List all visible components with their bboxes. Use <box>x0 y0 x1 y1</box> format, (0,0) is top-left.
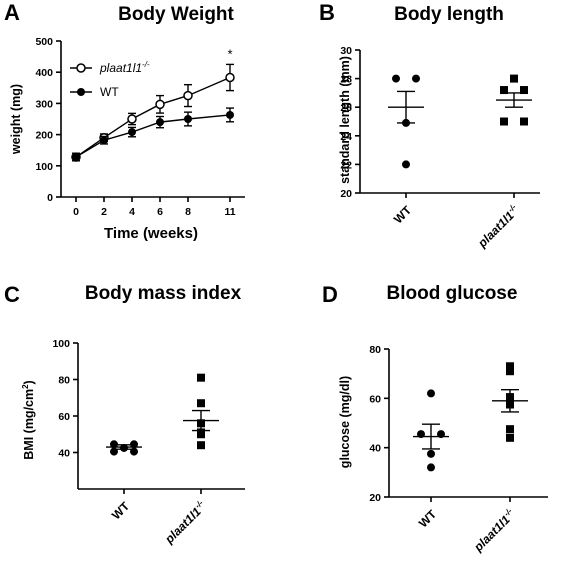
data-point-wt <box>110 447 118 456</box>
x-tick-label: 6 <box>157 206 163 218</box>
data-point-wt <box>412 74 420 83</box>
data-point-wt <box>437 430 445 439</box>
data-point-wt <box>226 110 234 119</box>
y-tick-label: 300 <box>35 98 53 110</box>
y-tick-label: 28 <box>340 74 352 86</box>
data-point-plaat1l1 <box>197 373 205 382</box>
data-point-plaat1l1 <box>127 114 137 124</box>
data-point-plaat1l1 <box>197 441 205 450</box>
legend-marker <box>76 63 86 73</box>
y-tick-label: 400 <box>35 67 53 79</box>
y-tick-label: 24 <box>340 131 352 143</box>
panel-b-letter: B <box>319 0 335 25</box>
y-tick-label: 80 <box>58 375 70 387</box>
data-point-wt <box>100 136 108 145</box>
chart-body-mass-index: 40 60 80 100 WT plaat1l1-/- BMI (mg/cm2) <box>21 338 245 547</box>
y-tick-label: 60 <box>369 393 381 405</box>
y-axis-label: glucose (mg/dl) <box>338 376 352 468</box>
data-point-plaat1l1 <box>506 393 514 402</box>
data-point-plaat1l1 <box>506 362 514 371</box>
data-point-wt <box>402 118 410 127</box>
panel-c-letter: C <box>4 282 20 307</box>
y-tick-label: 200 <box>35 130 53 142</box>
data-point-plaat1l1 <box>225 72 235 83</box>
panel-a-title: Body Weight <box>118 4 234 25</box>
legend-label: WT <box>100 85 119 99</box>
y-tick-label: 40 <box>369 443 381 455</box>
x-tick-label: 4 <box>129 206 135 218</box>
data-point-wt <box>184 115 192 123</box>
x-tick-label: 0 <box>73 206 79 218</box>
y-tick-label: 20 <box>340 188 352 200</box>
data-point-plaat1l1 <box>506 367 514 376</box>
x-category-label: plaat1l1-/- <box>474 202 523 251</box>
series-line <box>75 76 231 158</box>
data-point-wt <box>417 430 425 439</box>
chart-body-length: 20 22 24 26 28 30 WT plaat1l1-/- standard length… <box>338 45 540 251</box>
chart-blood-glucose: 20 40 60 80 WT plaat1l1-/- glucose (mg/dl) <box>338 344 548 555</box>
chart-body-weight: 0 100 200 300 400 500 0 2 4 6 8 11 Time (weeks) weigh… <box>9 36 245 242</box>
data-point-wt <box>128 128 136 137</box>
data-point-plaat1l1 <box>506 400 514 409</box>
data-point-wt <box>402 160 410 169</box>
data-point-wt <box>130 447 138 456</box>
panel-a-letter: A <box>4 0 20 25</box>
significance-asterisk: * <box>227 46 232 61</box>
x-category-label: plaat1l1-/- <box>161 498 210 547</box>
data-point-plaat1l1 <box>506 433 514 442</box>
data-point-plaat1l1 <box>506 425 514 434</box>
data-point-wt <box>156 118 164 127</box>
data-point-plaat1l1 <box>197 399 205 408</box>
y-axis-label: BMI (mg/cm2) <box>21 380 36 459</box>
legend-label: plaat1l1-/- <box>99 60 150 75</box>
y-tick-label: 100 <box>35 161 53 173</box>
data-point-plaat1l1 <box>183 90 193 101</box>
data-point-wt <box>72 153 80 162</box>
data-point-wt <box>427 449 435 458</box>
panel-b-title: Body length <box>394 4 504 25</box>
y-tick-label: 100 <box>52 338 70 350</box>
y-tick-label: 0 <box>47 192 53 204</box>
data-point-wt <box>120 443 128 452</box>
data-point-plaat1l1 <box>500 86 508 95</box>
x-category-label: plaat1l1-/- <box>470 506 519 555</box>
legend-marker <box>77 88 85 96</box>
y-tick-label: 20 <box>369 492 381 504</box>
x-tick-label: 11 <box>224 206 235 218</box>
data-point-plaat1l1 <box>520 86 528 95</box>
x-category-label: WT <box>416 507 440 531</box>
data-point-plaat1l1 <box>197 419 205 428</box>
x-tick-label: 2 <box>101 206 107 218</box>
y-tick-label: 60 <box>58 411 70 423</box>
data-point-wt <box>427 463 435 472</box>
y-tick-label: 22 <box>340 159 352 171</box>
y-tick-label: 80 <box>369 344 381 356</box>
x-category-label: WT <box>391 203 415 227</box>
y-axis-label: weight (mg) <box>9 84 23 155</box>
x-category-label: WT <box>109 499 133 523</box>
data-point-plaat1l1 <box>155 99 165 110</box>
panel-c-title: Body mass index <box>85 283 242 304</box>
y-tick-label: 40 <box>58 448 70 460</box>
x-axis-label: Time (weeks) <box>104 225 198 242</box>
y-tick-label: 30 <box>340 45 352 57</box>
y-tick-label: 26 <box>340 102 352 114</box>
data-point-wt <box>130 440 138 449</box>
x-tick-label: 8 <box>185 206 191 218</box>
y-tick-label: 500 <box>35 36 53 48</box>
series-line <box>75 114 231 158</box>
data-point-plaat1l1 <box>510 74 518 83</box>
data-point-wt <box>427 389 435 398</box>
data-point-plaat1l1 <box>197 430 205 439</box>
data-point-plaat1l1 <box>500 117 508 126</box>
panel-d-letter: D <box>322 282 338 307</box>
data-point-plaat1l1 <box>520 117 528 126</box>
panel-d-title: Blood glucose <box>387 283 518 304</box>
data-point-wt <box>392 74 400 83</box>
y-axis-label: standard length (mm) <box>338 56 352 184</box>
data-point-wt <box>110 440 118 449</box>
